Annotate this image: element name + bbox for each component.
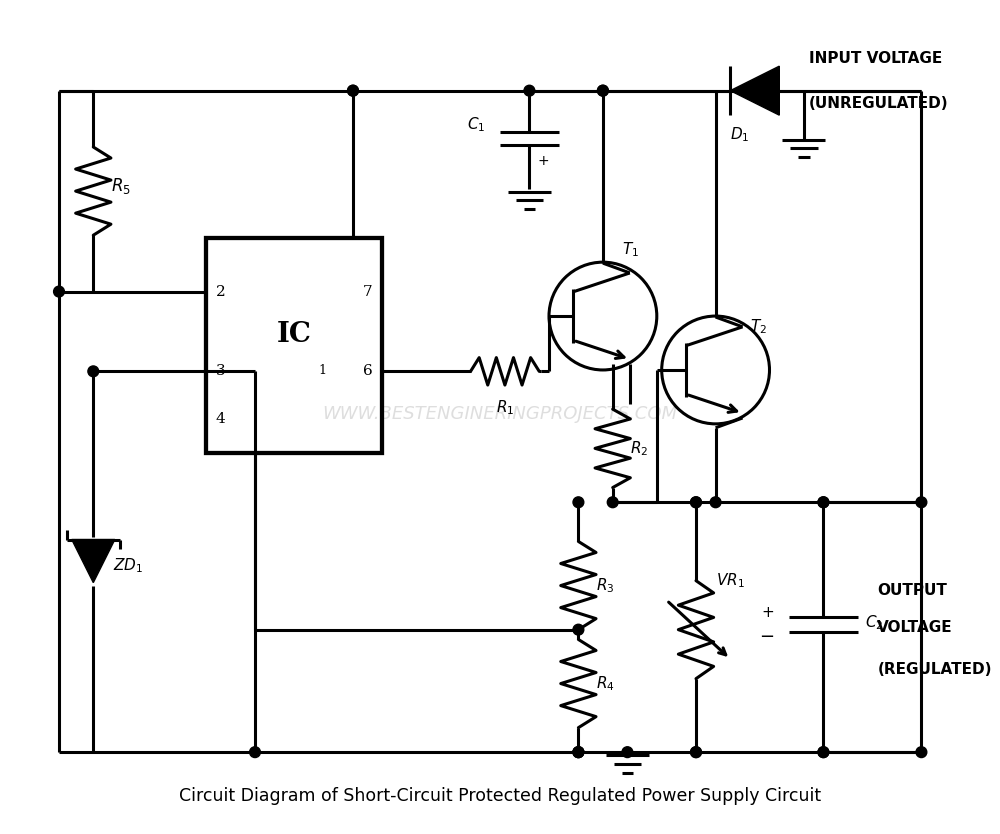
Text: 7: 7 — [363, 284, 373, 299]
Circle shape — [348, 85, 358, 96]
Circle shape — [691, 746, 701, 757]
Circle shape — [710, 497, 721, 508]
Text: WWW.BESTENGINERINGPROJECTS.COM: WWW.BESTENGINERINGPROJECTS.COM — [323, 405, 678, 423]
Circle shape — [622, 746, 633, 757]
Text: 1: 1 — [319, 364, 327, 377]
Text: 6: 6 — [363, 364, 373, 379]
Circle shape — [573, 746, 584, 757]
Circle shape — [54, 286, 64, 297]
Text: −: − — [759, 628, 774, 646]
Text: +: + — [762, 605, 774, 620]
Circle shape — [916, 497, 927, 508]
Text: 2: 2 — [216, 284, 226, 299]
Circle shape — [818, 746, 829, 757]
Text: $R_5$: $R_5$ — [111, 176, 131, 196]
Text: $C_1$: $C_1$ — [467, 116, 485, 134]
Circle shape — [573, 746, 584, 757]
Text: $T_2$: $T_2$ — [750, 317, 767, 335]
Circle shape — [691, 497, 701, 508]
Circle shape — [348, 85, 358, 96]
Text: $R_2$: $R_2$ — [630, 439, 649, 458]
Text: $T_1$: $T_1$ — [622, 240, 640, 259]
Circle shape — [818, 497, 829, 508]
Text: $R_3$: $R_3$ — [596, 576, 615, 595]
Text: $C_2$: $C_2$ — [865, 613, 883, 631]
Circle shape — [691, 746, 701, 757]
Circle shape — [598, 85, 608, 96]
Circle shape — [916, 746, 927, 757]
Text: (UNREGULATED): (UNREGULATED) — [809, 96, 948, 111]
Circle shape — [573, 625, 584, 635]
Circle shape — [250, 746, 260, 757]
Text: (REGULATED): (REGULATED) — [877, 661, 992, 676]
Text: +: + — [537, 154, 549, 168]
Text: Circuit Diagram of Short-Circuit Protected Regulated Power Supply Circuit: Circuit Diagram of Short-Circuit Protect… — [179, 787, 821, 806]
Circle shape — [573, 746, 584, 757]
Text: OUTPUT: OUTPUT — [877, 583, 947, 598]
Bar — [206, 238, 382, 453]
Text: IC: IC — [277, 321, 312, 348]
Circle shape — [88, 366, 99, 377]
Text: $D_1$: $D_1$ — [730, 125, 750, 143]
Text: $VR_1$: $VR_1$ — [716, 572, 744, 590]
Text: INPUT VOLTAGE: INPUT VOLTAGE — [809, 51, 942, 66]
Circle shape — [818, 746, 829, 757]
Circle shape — [607, 497, 618, 508]
Text: $ZD_1$: $ZD_1$ — [113, 556, 143, 575]
Text: $R_4$: $R_4$ — [596, 674, 615, 693]
Circle shape — [573, 497, 584, 508]
Polygon shape — [730, 66, 779, 115]
Circle shape — [598, 85, 608, 96]
Text: 3: 3 — [216, 364, 225, 379]
Text: 4: 4 — [216, 412, 226, 426]
Circle shape — [818, 497, 829, 508]
Circle shape — [691, 497, 701, 508]
Text: VOLTAGE: VOLTAGE — [877, 620, 953, 635]
Circle shape — [524, 85, 535, 96]
Polygon shape — [72, 540, 115, 583]
Text: $R_1$: $R_1$ — [496, 399, 514, 418]
